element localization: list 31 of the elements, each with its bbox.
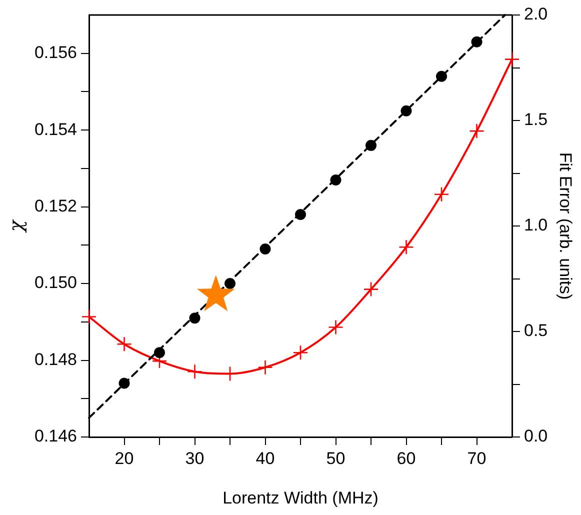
y-tick-label: 0.154 xyxy=(34,120,77,139)
y-tick-label: 0.150 xyxy=(34,273,77,292)
y2-tick-label: 1.5 xyxy=(524,110,548,130)
x-tick-label: 60 xyxy=(396,448,416,468)
x-tick-label: 70 xyxy=(467,448,486,468)
point xyxy=(398,239,414,255)
point xyxy=(328,320,344,335)
point xyxy=(258,360,273,376)
y2-axis-title: Fit Error (arb. units) xyxy=(556,152,576,300)
x-axis-title: Lorentz Width (MHz) xyxy=(222,488,378,508)
y-tick-label: 0.156 xyxy=(34,43,77,62)
point xyxy=(187,364,202,380)
y-axis-title: χ xyxy=(5,218,28,234)
point xyxy=(81,309,97,324)
point xyxy=(292,344,308,360)
x-tick-label: 30 xyxy=(185,448,204,468)
x-tick-label: 20 xyxy=(114,448,134,468)
x-tick-label: 50 xyxy=(326,448,346,468)
y-tick-label: 0.152 xyxy=(34,196,77,216)
point xyxy=(469,123,484,139)
y2-tick-label: 0.0 xyxy=(524,426,548,446)
x-tick-label: 40 xyxy=(256,448,275,468)
y-tick-label: 0.148 xyxy=(34,350,77,369)
point xyxy=(116,336,132,352)
y2-tick-label: 0.5 xyxy=(524,321,548,340)
point xyxy=(504,52,520,67)
point xyxy=(363,282,379,297)
y2-tick-label: 1.0 xyxy=(524,216,548,235)
y-tick-label: 0.146 xyxy=(34,426,77,446)
point xyxy=(434,186,450,202)
y2-tick-label: 2.0 xyxy=(524,4,548,24)
